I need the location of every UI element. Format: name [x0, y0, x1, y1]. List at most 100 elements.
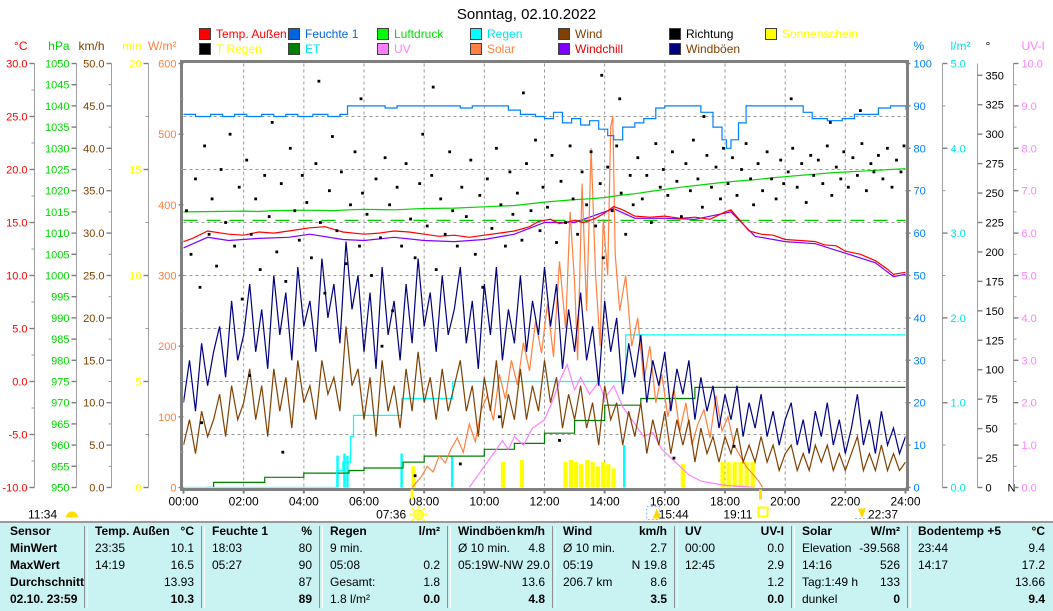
- axis-tick-label: 30: [914, 355, 926, 367]
- table-cell-label: 05:27: [212, 558, 243, 572]
- statistics-table: Sensor MinWert MaxWert Durchschnitt 02.10. 2…: [0, 521, 1053, 611]
- table-row: 05:08 0.2: [320, 557, 448, 574]
- table-cell-label: Ø 10 min.: [563, 541, 616, 555]
- legend-swatch-icon: [288, 43, 300, 55]
- axis-tick-label: 80: [914, 143, 926, 155]
- axis-tick-label: 5.0: [89, 440, 104, 452]
- table-column-sensor: Sensor MinWert MaxWert Durchschnitt 02.10. 2…: [0, 523, 85, 611]
- scatter-richtung: [185, 73, 906, 478]
- table-row: 10.3: [85, 591, 202, 608]
- legend-item-sonnenschein: Sonnenschein: [765, 27, 858, 41]
- axis-tick-label: 970: [51, 398, 69, 410]
- axis-tick-label: 1005: [45, 249, 69, 261]
- axis-tick-label: 30.0: [6, 59, 27, 71]
- axis-tick-label: 14:00: [590, 495, 620, 509]
- axis-tick-label: 1.0: [1022, 440, 1037, 452]
- axis-tick-label: 225: [986, 218, 1004, 230]
- table-row: 89: [202, 591, 320, 608]
- legend-label: Solar: [487, 42, 516, 56]
- axis-tick-label: 975: [51, 377, 69, 389]
- axis-tick-label: 10.0: [6, 271, 27, 283]
- legend-label: Sonnenschein: [782, 27, 859, 41]
- table-cell-label: Feuchte 1: [212, 524, 269, 538]
- legend-label: Luftdruck: [394, 27, 444, 41]
- axis-tick-label: 1010: [45, 228, 69, 240]
- axis-tick-label: 15.0: [6, 218, 27, 230]
- table-cell-value: 13.66: [1014, 575, 1045, 589]
- table-column-solar: Solar W/m² Elevation -39.568 14:16 526 Tag:1:4…: [792, 523, 908, 611]
- axis-tick-label: 5.0: [12, 324, 27, 336]
- axis-tick-label: 125: [986, 335, 1004, 347]
- axis-tick-label: 12:00: [529, 495, 559, 509]
- axis-tick-label: 3.0: [1022, 355, 1037, 367]
- axis-hpa: 950 955 960 965 970 975 980 985 990 995 1000 1005 10…: [45, 39, 77, 495]
- table-cell-label: dunkel: [802, 592, 838, 606]
- axis-tick-label: 20: [129, 59, 141, 71]
- table-row: 00:00 0.0: [675, 540, 792, 557]
- axis-tick-label: 1025: [45, 165, 69, 177]
- axis-uvi: 0.0 1.0 2.0 3.0 4.0 5.0 6.0 7.0 8.0 9.0 10.0 UV-I: [1013, 39, 1045, 495]
- page-title: Sonntag, 02.10.2022: [456, 6, 597, 23]
- table-cell-label: 1.8 l/m²: [330, 592, 371, 606]
- table-cell-label: Wind: [563, 524, 593, 538]
- table-row: MaxWert: [0, 557, 85, 574]
- table-cell-value: km/h: [516, 524, 545, 538]
- table-row: 23:35 10.1: [85, 540, 202, 557]
- legend-swatch-icon: [558, 43, 570, 55]
- sunset-time: 19:11: [723, 508, 752, 522]
- axis-tick-label: 02:00: [229, 495, 259, 509]
- axis-tick-label: 40: [914, 313, 926, 325]
- table-cell-label: 05:19: [563, 558, 594, 572]
- table-cell-value: 1.2: [767, 575, 784, 589]
- table-cell-label: Temp. Außen: [95, 524, 170, 538]
- axis-unit-label: hPa: [48, 39, 70, 53]
- axis-tick-label: 100: [914, 59, 932, 71]
- axis-unit-label: °C: [14, 39, 28, 53]
- table-row: Solar W/m²: [792, 523, 908, 540]
- legend-item-uv: UV: [377, 42, 411, 56]
- axis-unit-label: UV-I: [1022, 39, 1045, 53]
- axis-tick-label: 8.0: [1022, 143, 1037, 155]
- axis-unit-label: km/h: [78, 39, 104, 53]
- axis-tick-label: -10.0: [2, 483, 27, 495]
- axis-tick-label: 955: [51, 461, 69, 473]
- table-row: dunkel 0: [792, 591, 908, 608]
- table-row: Feuchte 1%: [202, 523, 320, 540]
- table-cell-label: 206.7 km: [563, 575, 613, 589]
- axis-tick-label: 100: [986, 365, 1004, 377]
- series-regen: [183, 334, 906, 488]
- axis-tick-label: 960: [51, 440, 69, 452]
- table-cell-value: 8.6: [650, 575, 667, 589]
- table-column-feuchte-1: Feuchte 1% 18:03 80 05:27 90 87 89: [202, 523, 320, 611]
- table-row: 18:03 80: [202, 540, 320, 557]
- legend-item-luftdruck: Luftdruck: [377, 27, 443, 41]
- moonset-arrow-icon: [857, 508, 866, 519]
- table-cell-label: 9 min.: [330, 541, 363, 555]
- legend-swatch-icon: [377, 28, 389, 40]
- axis-tick-label: 980: [51, 355, 69, 367]
- table-cell-label: Windböen: [458, 524, 516, 538]
- table-cell-label: MinWert: [10, 541, 58, 555]
- axis-tick-label: 24:00: [890, 495, 920, 509]
- axis-tick-label: 16:00: [650, 495, 680, 509]
- bars-regen-intervall: [336, 445, 626, 488]
- table-row: 13.93: [85, 574, 202, 591]
- axis-tick-label: 6.0: [1022, 228, 1037, 240]
- axis-tick-label: 4.0: [951, 143, 966, 155]
- table-row: 13.6: [448, 574, 553, 591]
- table-cell-label: Bodentemp +5: [918, 524, 1002, 538]
- table-cell-label: 23:44: [918, 541, 949, 555]
- table-row: 05:19 W-NW 29.0: [448, 557, 553, 574]
- table-cell-value: 133: [879, 575, 900, 589]
- axis-tick-label: 20.0: [83, 313, 104, 325]
- x-axis: 00:00 02:00 04:00 06:00 08:00 10:00 12:00 14:00…: [168, 488, 921, 509]
- axis-tick-label: 965: [51, 419, 69, 431]
- axis-tick-label: 15.0: [83, 355, 104, 367]
- axis-unit-label: %: [914, 39, 925, 53]
- sun-moon-markers: [66, 489, 869, 524]
- table-row: 12:45 2.9: [675, 557, 792, 574]
- axis-pct: 0 10 20 30 40 50 60 70 80 90 100%: [905, 39, 932, 495]
- series-solar: [411, 115, 764, 488]
- sunrise-sun-icon: [412, 509, 424, 520]
